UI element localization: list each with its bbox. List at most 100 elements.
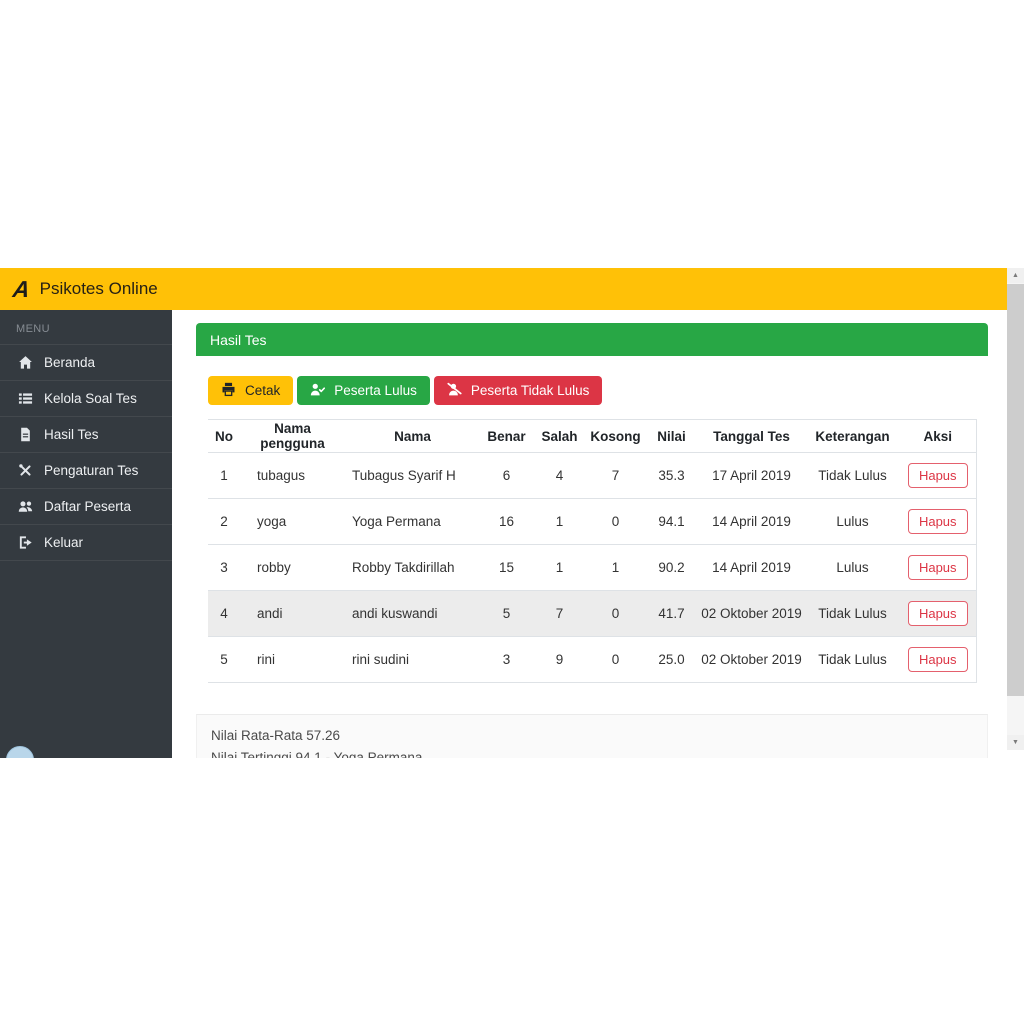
peserta-tidak-lulus-button[interactable]: Peserta Tidak Lulus (433, 376, 603, 405)
panel-title: Hasil Tes (210, 331, 267, 348)
cell-benar: 6 (480, 452, 533, 499)
cell-nama: rini sudini (345, 636, 480, 683)
column-header-aksi: Aksi (900, 419, 976, 453)
cell-nilai: 41.7 (645, 590, 698, 637)
cell-nama: Yoga Permana (345, 498, 480, 545)
column-header-nama: Nama (345, 419, 480, 453)
column-header-kosong: Kosong (586, 419, 645, 453)
cell-username: robby (240, 544, 345, 591)
cell-nilai: 25.0 (645, 636, 698, 683)
average-score-text: Nilai Rata-Rata 57.26 (211, 728, 341, 743)
cell-aksi: Hapus (900, 636, 976, 683)
cell-aksi: Hapus (900, 498, 976, 545)
cell-nilai: 90.2 (645, 544, 698, 591)
table-row: 5 rini rini sudini 3 9 0 25.0 02 Oktober 2019 Ti… (208, 636, 976, 683)
table-row: 3 robby Robby Takdirillah 15 1 1 90.2 14 April … (208, 544, 976, 591)
cell-kosong: 0 (586, 498, 645, 545)
column-header-benar: Benar (480, 419, 533, 453)
column-header-keterangan: Keterangan (805, 419, 900, 453)
cell-aksi: Hapus (900, 452, 976, 499)
main-content: Hasil Tes Cetak (172, 310, 1007, 758)
column-header-nama-pengguna: Nama pengguna (240, 419, 345, 453)
cell-benar: 5 (480, 590, 533, 637)
sidebar-item-keluar[interactable]: Keluar (0, 524, 172, 560)
hapus-button[interactable]: Hapus (907, 463, 968, 488)
sidebar-item-label: Pengaturan Tes (44, 463, 139, 478)
cell-username: yoga (240, 498, 345, 545)
topbar: A Psikotes Online (0, 268, 1007, 310)
results-table: No Nama pengguna Nama Benar Salah Kosong Nilai… (208, 419, 977, 683)
peserta-lulus-button[interactable]: Peserta Lulus (297, 376, 430, 405)
sidebar-menu: Beranda Kelola Soal Tes Hasil Tes Pengatura… (0, 344, 172, 561)
sidebar-item-daftar-peserta[interactable]: Daftar Peserta (0, 488, 172, 524)
column-header-nilai: Nilai (645, 419, 698, 453)
hapus-button[interactable]: Hapus (907, 647, 968, 672)
peserta-tidak-lulus-label: Peserta Tidak Lulus (470, 383, 590, 398)
scroll-up-icon[interactable]: ▲ (1007, 268, 1024, 283)
sidebar-item-pengaturan-tes[interactable]: Pengaturan Tes (0, 452, 172, 488)
table-row: 1 tubagus Tubagus Syarif H 6 4 7 35.3 17 April … (208, 452, 976, 499)
hapus-button[interactable]: Hapus (907, 509, 968, 534)
cell-salah: 1 (533, 544, 586, 591)
sidebar-item-kelola-soal-tes[interactable]: Kelola Soal Tes (0, 380, 172, 416)
cell-nama: andi kuswandi (345, 590, 480, 637)
cell-salah: 7 (533, 590, 586, 637)
chat-widget-button[interactable] (6, 746, 34, 758)
sidebar-item-label: Kelola Soal Tes (44, 391, 137, 406)
cell-tanggal: 17 April 2019 (698, 452, 805, 499)
cell-no: 1 (208, 452, 240, 499)
cetak-label: Cetak (245, 383, 281, 398)
summary-footer: Nilai Rata-Rata 57.26 Nilai Tertinggi 94… (196, 714, 988, 758)
cell-kosong: 7 (586, 452, 645, 499)
cell-nilai: 35.3 (645, 452, 698, 499)
cell-salah: 1 (533, 498, 586, 545)
cell-tanggal: 14 April 2019 (698, 544, 805, 591)
cell-tanggal: 14 April 2019 (698, 498, 805, 545)
user-check-icon (310, 382, 326, 400)
sign-out-icon (17, 535, 33, 551)
user-slash-icon (447, 382, 462, 400)
sidebar-item-label: Keluar (44, 535, 84, 550)
toolbar: Cetak Peserta Lulus Pesert (208, 376, 976, 405)
cell-benar: 15 (480, 544, 533, 591)
cell-salah: 4 (533, 452, 586, 499)
cell-no: 5 (208, 636, 240, 683)
cell-kosong: 0 (586, 636, 645, 683)
cetak-button[interactable]: Cetak (208, 376, 294, 405)
cell-aksi: Hapus (900, 544, 976, 591)
app-title: Psikotes Online (39, 279, 158, 298)
sidebar-item-label: Beranda (44, 355, 96, 370)
cell-keterangan: Tidak Lulus (805, 452, 900, 499)
cell-username: rini (240, 636, 345, 683)
tools-icon (17, 463, 33, 479)
cell-kosong: 1 (586, 544, 645, 591)
cell-keterangan: Tidak Lulus (805, 636, 900, 683)
cell-username: tubagus (240, 452, 345, 499)
panel-body: Cetak Peserta Lulus Pesert (196, 356, 988, 714)
cell-aksi: Hapus (900, 590, 976, 637)
cell-nilai: 94.1 (645, 498, 698, 545)
hasil-tes-card: Hasil Tes Cetak (196, 323, 988, 758)
vertical-scrollbar[interactable]: ▲ ▼ (1007, 268, 1024, 750)
table-row: 2 yoga Yoga Permana 16 1 0 94.1 14 April 2019 Lu… (208, 498, 976, 545)
sidebar-item-beranda[interactable]: Beranda (0, 344, 172, 380)
sidebar-item-label: Daftar Peserta (44, 499, 132, 514)
cell-benar: 16 (480, 498, 533, 545)
hapus-button[interactable]: Hapus (907, 555, 968, 580)
cell-username: andi (240, 590, 345, 637)
scrollbar-thumb[interactable] (1007, 284, 1024, 696)
scroll-down-icon[interactable]: ▼ (1007, 735, 1024, 750)
column-header-no: No (208, 419, 240, 453)
cell-salah: 9 (533, 636, 586, 683)
cell-keterangan: Lulus (805, 498, 900, 545)
app-logo-icon: A (11, 275, 32, 302)
sidebar-menu-label: MENU (16, 323, 50, 335)
cell-kosong: 0 (586, 590, 645, 637)
cell-benar: 3 (480, 636, 533, 683)
hapus-button[interactable]: Hapus (907, 601, 968, 626)
sidebar: MENU Beranda Kelola Soal Tes Hasil Tes Peng… (0, 310, 172, 758)
highest-score-text: Nilai Tertinggi 94.1 - Yoga Permana (211, 750, 423, 758)
sidebar-item-hasil-tes[interactable]: Hasil Tes (0, 416, 172, 452)
cell-nama: Robby Takdirillah (345, 544, 480, 591)
